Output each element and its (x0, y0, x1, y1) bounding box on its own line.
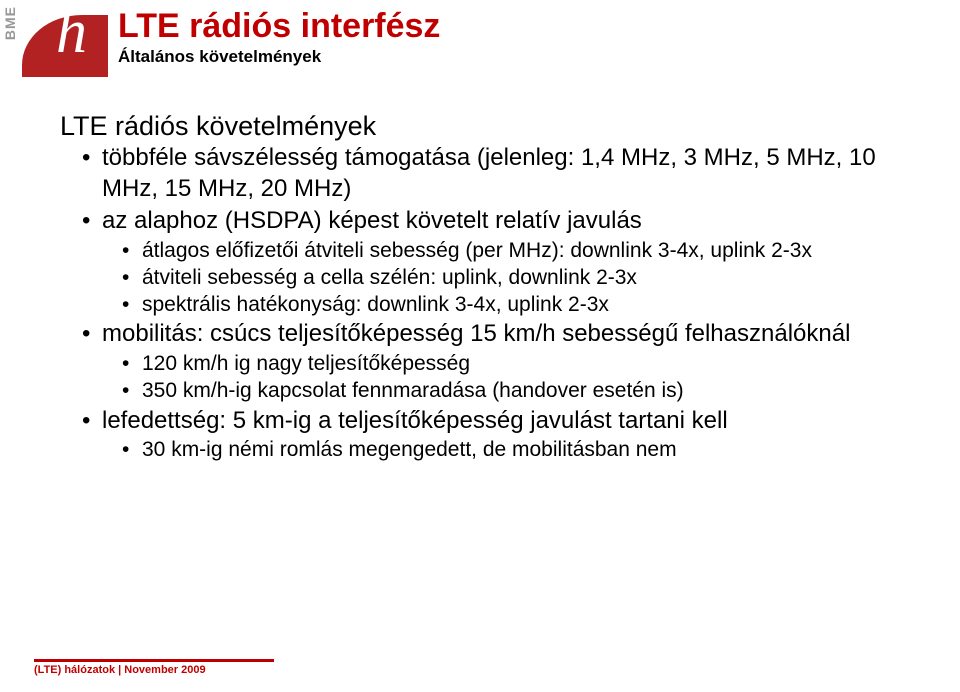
logo-letter: h (56, 1, 87, 63)
slide: BME h LTE rádiós interfész Általános köv… (0, 0, 960, 692)
slide-title: LTE rádiós interfész (118, 8, 440, 45)
bullet-lvl3: 350 km/h-ig kapcsolat fennmaradása (hand… (60, 377, 900, 404)
footer-accent-bar (34, 659, 274, 662)
bullet-lvl2: mobilitás: csúcs teljesítőképesség 15 km… (60, 319, 900, 350)
bullet-lvl3: spektrális hatékonyság: downlink 3-4x, u… (60, 291, 900, 318)
title-block: LTE rádiós interfész Általános követelmé… (118, 8, 440, 67)
content-heading: LTE rádiós követelmények (60, 110, 900, 142)
content-body: LTE rádiós követelmények többféle sávszé… (60, 110, 900, 464)
bullet-lvl2: az alaphoz (HSDPA) képest követelt relat… (60, 206, 900, 237)
bullet-lvl3: átviteli sebesség a cella szélén: uplink… (60, 264, 900, 291)
logo-mark: h (22, 5, 108, 83)
logo-area: BME h (0, 0, 108, 90)
footer-text: (LTE) hálózatok | November 2009 (34, 664, 274, 676)
bullet-lvl3: átlagos előfizetői átviteli sebesség (pe… (60, 237, 900, 264)
bullet-lvl3: 120 km/h ig nagy teljesítőképesség (60, 350, 900, 377)
bullet-lvl3: 30 km-ig némi romlás megengedett, de mob… (60, 436, 900, 463)
bullet-lvl2: többféle sávszélesség támogatása (jelenl… (60, 143, 900, 204)
slide-subtitle: Általános követelmények (118, 47, 440, 67)
org-label: BME (2, 6, 18, 40)
bullet-lvl2: lefedettség: 5 km-ig a teljesítőképesség… (60, 406, 900, 437)
footer: (LTE) hálózatok | November 2009 (34, 659, 274, 676)
